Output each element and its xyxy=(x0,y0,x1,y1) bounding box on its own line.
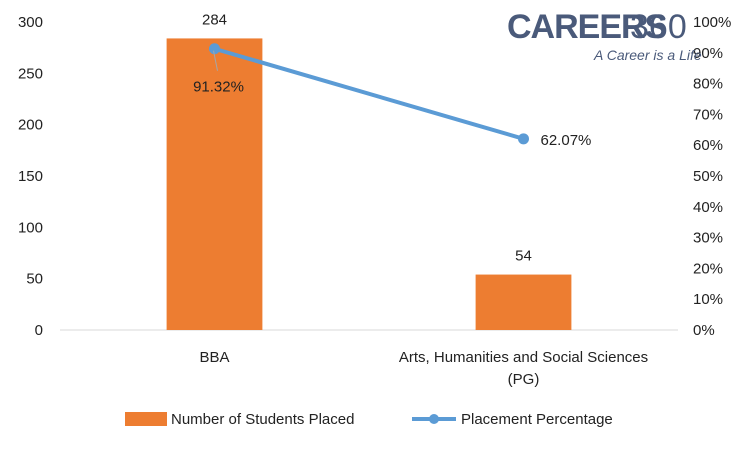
y-right-tick-label: 100% xyxy=(693,14,731,31)
y-left-tick-label: 300 xyxy=(18,14,43,31)
legend-bar-swatch xyxy=(125,412,167,426)
bar xyxy=(475,274,572,330)
y-right-tick-label: 40% xyxy=(693,199,723,216)
y-left-tick-label: 200 xyxy=(18,117,43,134)
y-left-tick-label: 50 xyxy=(26,271,43,288)
legend-line-label: Placement Percentage xyxy=(461,411,613,428)
y-right-tick-label: 80% xyxy=(693,76,723,93)
careers360-logo: CAREERS 360 A Career is a Life xyxy=(507,8,702,63)
legend-bar-label: Number of Students Placed xyxy=(171,411,354,428)
logo-tagline: A Career is a Life xyxy=(593,47,702,63)
x-category-label: Arts, Humanities and Social Sciences xyxy=(399,349,648,366)
axes: 0 50 100 150 200 250 300 0% 10% 20% 30% 40% 50% 60% 70… xyxy=(18,14,731,388)
legend-line-marker xyxy=(429,414,439,424)
bar-data-label: 284 xyxy=(202,11,227,28)
percentage-line xyxy=(213,46,525,141)
y-left-tick-label: 100 xyxy=(18,219,43,236)
y-right-tick-label: 20% xyxy=(693,260,723,277)
logo-brand: CAREERS xyxy=(507,8,667,46)
line-label-leader xyxy=(213,50,218,71)
y-left-tick-label: 150 xyxy=(18,168,43,185)
x-category-label: (PG) xyxy=(508,371,540,388)
y-right-tick-label: 0% xyxy=(693,322,715,339)
line-point xyxy=(518,133,529,145)
y-left-tick-label: 250 xyxy=(18,65,43,82)
y-right-tick-label: 50% xyxy=(693,168,723,185)
y-right-tick-label: 90% xyxy=(693,45,723,62)
logo-number: 360 xyxy=(630,8,687,46)
y-right-tick-label: 30% xyxy=(693,230,723,247)
line-point xyxy=(209,43,220,55)
y-right-tick-label: 70% xyxy=(693,106,723,123)
line-data-label: 62.07% xyxy=(541,132,592,149)
bar-data-label: 54 xyxy=(515,248,532,265)
line-data-label: 91.32% xyxy=(193,79,244,96)
bar-series xyxy=(166,38,572,330)
y-left-tick-label: 0 xyxy=(35,322,43,339)
legend: Number of Students Placed Placement Perce… xyxy=(125,411,613,428)
data-labels: 284 54 91.32% 62.07% xyxy=(193,11,591,264)
x-category-label: BBA xyxy=(199,349,229,366)
y-right-tick-label: 60% xyxy=(693,137,723,154)
bar xyxy=(166,38,263,330)
y-right-tick-label: 10% xyxy=(693,291,723,308)
